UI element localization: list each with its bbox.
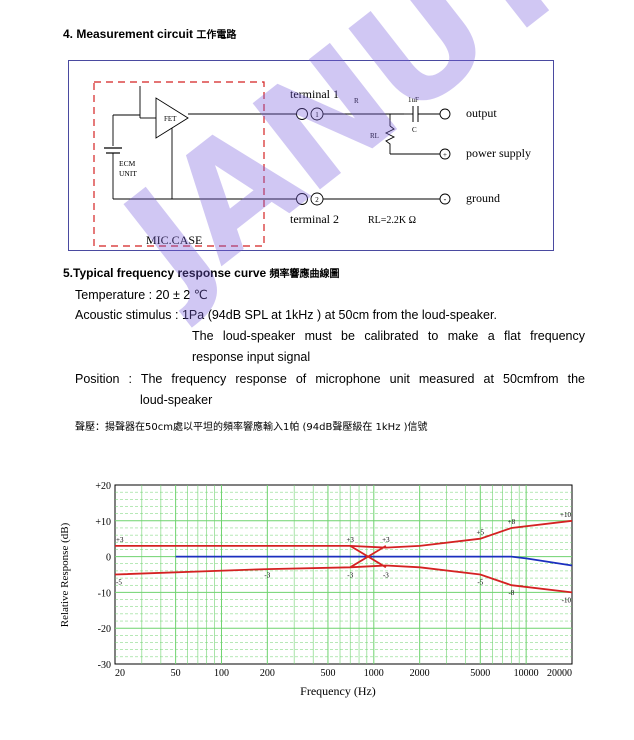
section-4-title-cjk: 工作電路: [196, 30, 237, 41]
terminal-2-label: terminal 2: [290, 212, 339, 226]
tolerance-label: -10: [562, 596, 572, 604]
section-5-heading: 5.Typical frequency response curve 頻率響應曲…: [63, 265, 340, 280]
x-tick-label: 5000: [470, 668, 490, 679]
cap-label: C: [412, 126, 417, 134]
output-label: output: [466, 106, 497, 120]
x-axis-label: Frequency (Hz): [300, 684, 376, 698]
x-tick-label: 1000: [364, 668, 384, 679]
svg-text:+: +: [443, 151, 447, 159]
chart-grid: [114, 484, 573, 665]
svg-text:1: 1: [315, 111, 319, 119]
tolerance-label: +5: [477, 529, 485, 537]
tolerance-label: +3: [382, 536, 390, 544]
measurement-circuit-diagram: FET ECM UNIT terminal 1 1 R 1uF C output…: [68, 60, 554, 251]
section-5-title-cjk: 頻率響應曲線圖: [269, 269, 340, 280]
terminal-2-connector: [296, 193, 308, 205]
mic-case-label: MIC.CASE: [146, 233, 202, 247]
tolerance-label: -3: [383, 571, 389, 579]
x-tick-label: 500: [320, 668, 335, 679]
tolerance-cross-line: [349, 545, 387, 569]
rl-resistor: [384, 125, 396, 154]
x-tick-label: 10000: [514, 668, 539, 679]
fet-label: FET: [164, 115, 177, 123]
terminal-1-label: terminal 1: [290, 87, 339, 101]
x-tick-label: 100: [214, 668, 229, 679]
chart-annotations: +3 -5 -3 +3 -3 +3 -3 +5 -5 +8 -8 +10 -10: [116, 511, 571, 605]
section-4-heading: 4. Measurement circuit 工作電路: [63, 26, 236, 41]
ecm-label: ECM: [119, 159, 136, 168]
position-line: Position : The frequency response of mic…: [75, 372, 585, 386]
y-tick-label: -30: [98, 660, 111, 671]
power-supply-label: power supply: [466, 146, 531, 160]
ground-connector: [439, 193, 451, 205]
tolerance-label: +8: [508, 518, 516, 526]
tolerance-label: +10: [560, 511, 571, 519]
tolerance-label: +3: [346, 536, 354, 544]
mic-case-outline: [93, 81, 265, 247]
rl-value-label: RL=2.2K Ω: [368, 215, 416, 226]
temperature-line: Temperature : 20 ± 2 ℃: [75, 288, 208, 302]
series-line: [175, 555, 573, 567]
x-tick-label: 20000: [547, 668, 572, 679]
acoustic-stimulus-line: Acoustic stimulus : 1Pa (94dB SPL at 1kH…: [75, 308, 497, 322]
tolerance-label: -5: [477, 579, 483, 587]
x-tick-label: 2000: [410, 668, 430, 679]
power-supply-connector: [439, 148, 451, 160]
position-continued: loud-speaker: [140, 393, 213, 407]
x-tick-label: 50: [171, 668, 181, 679]
y-tick-label: -20: [98, 624, 111, 635]
y-tick-label: +20: [95, 481, 111, 492]
x-tick-label: 200: [260, 668, 275, 679]
tolerance-label: -3: [347, 571, 353, 579]
sound-pressure-cjk-line: 聲壓：揚聲器在50cm處以平坦的頻率響應輸入1帕 (94dB聲壓級在 1kHz …: [75, 422, 428, 433]
chart-series: [114, 519, 573, 594]
section-5-title: 5.Typical frequency response curve: [63, 266, 267, 280]
cap-value-label: 1uF: [408, 96, 419, 104]
acoustic-stimulus-continued-2: response input signal: [192, 350, 311, 364]
svg-text:2: 2: [315, 196, 319, 204]
section-4-title: 4. Measurement circuit: [63, 27, 194, 41]
r-label: R: [354, 97, 359, 105]
tolerance-label: -3: [264, 571, 270, 579]
tolerance-label: -8: [508, 589, 514, 597]
ecm-unit-label: UNIT: [119, 169, 137, 178]
y-tick-label: 0: [106, 553, 111, 564]
svg-text:-: -: [444, 195, 447, 204]
terminal-1-connector: [296, 108, 308, 120]
y-tick-label: +10: [95, 517, 111, 528]
tolerance-label: +3: [116, 536, 124, 544]
chart-axes: +20 +10 0 -10 -20 -30 20 50 100 200 500 1000 2000 500…: [95, 481, 572, 679]
rl-label: RL: [370, 132, 379, 140]
tolerance-label: -5: [116, 579, 122, 587]
ground-label: ground: [466, 191, 500, 205]
x-tick-label: 20: [115, 668, 125, 679]
frequency-response-chart: +20 +10 0 -10 -20 -30 20 50 100 200 500 1000 2000 500…: [60, 481, 573, 698]
acoustic-stimulus-continued: The loud-speaker must be calibrated to m…: [192, 329, 585, 343]
y-tick-label: -10: [98, 588, 111, 599]
plot-area: [114, 484, 573, 665]
y-axis-label: Relative Response (dB): [60, 522, 71, 627]
output-connector: [439, 108, 451, 120]
series-line: [114, 564, 573, 594]
